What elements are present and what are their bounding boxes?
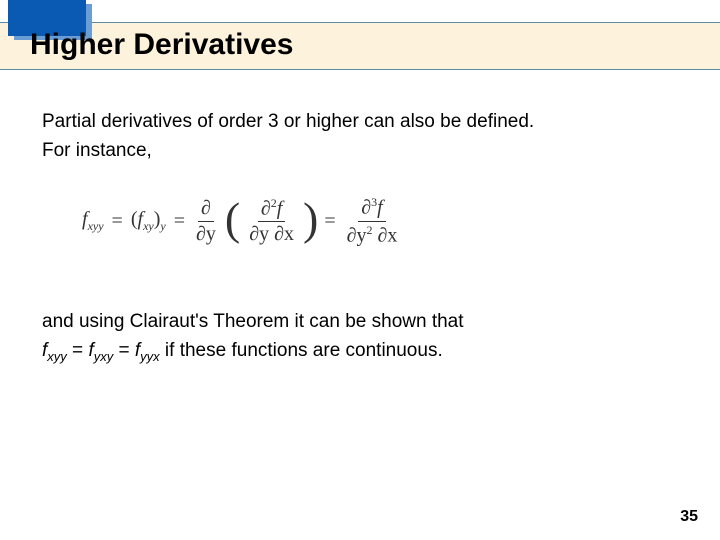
cl-eq2: =	[113, 340, 135, 361]
intro-line1: Partial derivatives of order 3 or higher…	[42, 111, 534, 132]
eq-paren-open: (	[225, 196, 240, 242]
eq-equals-2: =	[174, 210, 185, 233]
eq-den-dx: ∂x	[274, 223, 294, 245]
intro-line2: For instance,	[42, 140, 152, 161]
eq-equals-3: =	[324, 210, 335, 233]
paragraph-clairaut: and using Clairaut's Theorem it can be s…	[42, 308, 680, 366]
paragraph-intro: Partial derivatives of order 3 or higher…	[42, 108, 680, 165]
eq-lhs-sub: xyy	[88, 219, 104, 233]
eq-mid-sub-outer: y	[160, 219, 165, 233]
cl-eq1: =	[67, 340, 89, 361]
eq-frac-d3f: ∂3f ∂y2 ∂x	[344, 195, 401, 247]
eq-den-dy2: ∂y	[347, 224, 367, 246]
cl-sub1: xyy	[47, 348, 67, 363]
eq-paren-close: )	[303, 196, 318, 242]
eq-d3-sym: ∂	[361, 197, 371, 219]
cl-sub2: yxy	[94, 348, 114, 363]
eq-f-b: f	[377, 197, 383, 219]
cl-tail: if these functions are continuous.	[160, 340, 443, 361]
eq-sup2-b: 2	[367, 223, 373, 237]
eq-den-dy: ∂y	[249, 223, 269, 245]
cl-sub3: yyx	[140, 348, 160, 363]
slide-title: Higher Derivatives	[30, 28, 293, 62]
eq-equals-1: =	[112, 210, 123, 233]
eq-den-dx2: ∂x	[378, 224, 398, 246]
eq-d1-den: ∂y	[196, 223, 216, 245]
page-number: 35	[680, 508, 698, 526]
eq-frac-d2f: ∂2f ∂y ∂x	[246, 196, 297, 247]
eq-f-a: f	[277, 197, 283, 219]
eq-d2-sym: ∂	[261, 197, 271, 219]
equation-display: fxyy = (fxy)y = ∂ ∂y ( ∂2f ∂y ∂x ) = ∂3f…	[78, 195, 404, 247]
eq-mid-open: (	[131, 208, 138, 230]
eq-frac-ddy: ∂ ∂y	[193, 197, 219, 246]
eq-d1-num: ∂	[201, 197, 211, 219]
eq-mid-sub-inner: xy	[143, 219, 154, 233]
clairaut-line1: and using Clairaut's Theorem it can be s…	[42, 311, 464, 332]
